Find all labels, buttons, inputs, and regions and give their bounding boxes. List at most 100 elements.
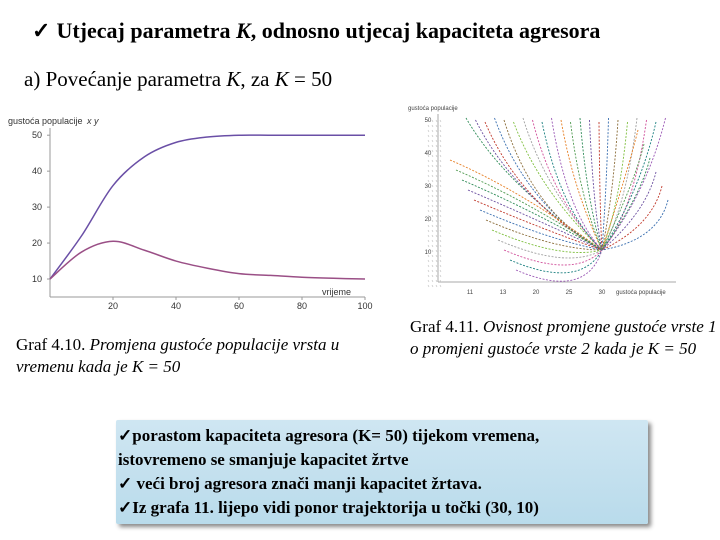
phase-axis-dash <box>427 189 430 193</box>
phase-axis-dash <box>439 179 442 183</box>
y-tick-label: 30 <box>32 202 42 212</box>
phase-axis-dash <box>435 249 438 253</box>
phase-trajectory <box>461 179 603 251</box>
phase-axis-dash <box>435 264 438 268</box>
phase-trajectory <box>494 117 603 251</box>
phase-trajectory <box>601 117 609 251</box>
phase-axis-dash <box>439 139 442 143</box>
phase-axis-dash <box>431 234 434 238</box>
phase-x-tick-label: 30 <box>599 290 606 296</box>
phase-x-tick-label: 11 <box>467 290 474 296</box>
phase-trajectory <box>570 121 603 251</box>
phase-axis-dash <box>435 269 438 273</box>
phase-axis-dash <box>431 184 434 188</box>
phase-axis-dash <box>427 154 430 158</box>
phase-axis-dash <box>439 204 442 208</box>
conclusion-box: ✓porastom kapaciteta agresora (K= 50) ti… <box>116 420 648 524</box>
phase-trajectory <box>509 249 603 274</box>
phase-axis-dash <box>427 159 430 163</box>
phase-axis-dash <box>439 144 442 148</box>
phase-axis-dash <box>431 124 434 128</box>
phase-axis-dash <box>435 184 438 188</box>
phase-axis-dash <box>431 194 434 198</box>
x-tick-label: 40 <box>171 301 181 310</box>
phase-axis-dash <box>435 199 438 203</box>
phase-axis-dash <box>439 264 442 268</box>
phase-y-tick-label: 50 <box>425 118 432 124</box>
caption-1-prefix: Graf 4.10. <box>16 335 90 354</box>
phase-axis-dash <box>431 219 434 223</box>
phase-axis-dash <box>431 279 434 283</box>
y-tick-label: 20 <box>32 238 42 248</box>
phase-x-tick-label: 25 <box>566 290 573 296</box>
phase-trajectory <box>503 249 603 266</box>
subtitle-var-2: K <box>274 67 289 91</box>
phase-axis-dash <box>431 149 434 153</box>
caption-1-text: Promjena gustoće populacije vrsta u vrem… <box>16 335 340 376</box>
phase-y-tick-label: 10 <box>425 250 432 256</box>
phase-trajectory <box>455 169 603 251</box>
x-tick-label: 100 <box>357 301 372 310</box>
phase-axis-dash <box>439 194 442 198</box>
phase-axis-dash <box>435 179 438 183</box>
phase-axis-dash <box>427 264 430 268</box>
conclusion-line-2: istovremeno se smanjuje kapacitet žrtve <box>118 450 409 469</box>
phase-axis-dash <box>431 119 434 123</box>
phase-axis-dash <box>427 124 430 128</box>
phase-axis-dash <box>431 244 434 248</box>
phase-axis-dash <box>431 154 434 158</box>
phase-axis-dash <box>431 189 434 193</box>
phase-axis-dash <box>439 274 442 278</box>
title-text-1: Utjecaj parametra <box>56 18 237 43</box>
caption-2-prefix: Graf 4.11. <box>410 317 484 336</box>
phase-axis-dash <box>439 124 442 128</box>
series-line-1 <box>49 134 365 280</box>
phase-axis-dash <box>431 134 434 138</box>
phase-axis-dash <box>431 129 434 133</box>
phase-axis-dash <box>427 279 430 283</box>
phase-trajectory <box>560 119 603 251</box>
phase-axis-dash <box>431 159 434 163</box>
phase-axis-dash <box>439 229 442 233</box>
phase-axis-dash <box>435 224 438 228</box>
phase-axis-dash <box>439 214 442 218</box>
x-tick-label: 60 <box>234 301 244 310</box>
phase-trajectory <box>601 157 651 251</box>
time-series-chart: gustoća populacije x y 10 20 30 40 50 20 40 60… <box>8 116 373 310</box>
phase-axis-dash <box>431 209 434 213</box>
conclusion-line-4: ✓Iz grafa 11. lijepo vidi ponor trajekto… <box>118 498 539 517</box>
y-tick-label: 40 <box>32 166 42 176</box>
phase-axis-dash <box>431 259 434 263</box>
phase-axis-dash <box>431 144 434 148</box>
subtitle-suffix: = 50 <box>288 67 333 91</box>
phase-trajectory <box>513 121 603 251</box>
phase-axis-dash <box>427 134 430 138</box>
phase-trajectory <box>541 121 603 251</box>
phase-axis-dash <box>435 254 438 258</box>
phase-trajectory <box>497 239 603 259</box>
x-tick-label: 20 <box>108 301 118 310</box>
phase-axis-dash <box>439 219 442 223</box>
phase-axis-dash <box>427 274 430 278</box>
phase-axis-dash <box>427 164 430 168</box>
phase-axis-dash <box>427 214 430 218</box>
phase-axis-dash <box>427 254 430 258</box>
phase-axis-dash <box>431 174 434 178</box>
phase-axis-dash <box>431 179 434 183</box>
phase-trajectory <box>601 121 657 251</box>
phase-trajectory <box>601 171 657 251</box>
phase-axis-dash <box>435 174 438 178</box>
axis-title-left: gustoća <box>8 116 40 126</box>
phase-axis-dash <box>439 259 442 263</box>
phase-axis-dash <box>427 139 430 143</box>
phase-axis-dash <box>431 224 434 228</box>
phase-axis-dash <box>427 179 430 183</box>
phase-axis-dash <box>439 149 442 153</box>
phase-axis-dash <box>427 209 430 213</box>
phase-axis-dash <box>439 234 442 238</box>
phase-trajectory <box>601 199 669 251</box>
phase-trajectory <box>503 119 603 251</box>
phase-axis-dash <box>431 274 434 278</box>
phase-axis-dash <box>431 269 434 273</box>
phase-axis-dash <box>431 139 434 143</box>
